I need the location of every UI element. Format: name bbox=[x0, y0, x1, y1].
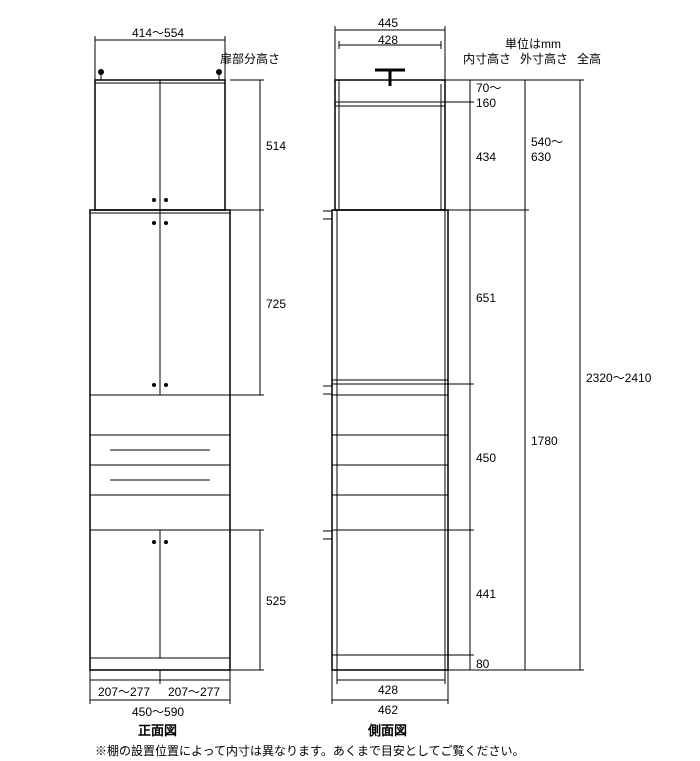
inner-height-label: 内寸高さ bbox=[463, 50, 511, 67]
side-inner-5: 441 bbox=[476, 587, 496, 601]
note: ※棚の設置位置によって内寸は異なります。あくまで目安としてご覧ください。 bbox=[95, 742, 524, 759]
side-inner-1: 70～ 160 bbox=[476, 79, 501, 110]
total-height-label: 全高 bbox=[577, 50, 601, 67]
side-inner-6: 80 bbox=[476, 657, 489, 671]
front-bottom-right: 207～277 bbox=[168, 683, 220, 700]
side-top-outer: 445 bbox=[378, 16, 398, 30]
front-door-mid: 725 bbox=[266, 297, 286, 311]
side-outer-lower: 1780 bbox=[531, 434, 558, 448]
door-height-label: 扉部分高さ bbox=[220, 50, 280, 67]
side-inner-4: 450 bbox=[476, 451, 496, 465]
front-door-upper: 514 bbox=[266, 139, 286, 153]
outer-height-label: 外寸高さ bbox=[520, 50, 568, 67]
side-inner-2: 434 bbox=[476, 150, 496, 164]
side-total: 2320～2410 bbox=[586, 369, 651, 386]
front-top-width: 414～554 bbox=[132, 24, 184, 41]
front-title: 正面図 bbox=[138, 720, 177, 739]
front-door-lower: 525 bbox=[266, 594, 286, 608]
side-outer-upper: 540～ 630 bbox=[531, 133, 563, 164]
side-inner-3: 651 bbox=[476, 291, 496, 305]
side-title: 側面図 bbox=[368, 720, 407, 739]
side-bottom-outer: 462 bbox=[378, 703, 398, 717]
front-bottom-left: 207～277 bbox=[98, 683, 150, 700]
side-top-inner: 428 bbox=[378, 33, 398, 47]
front-bottom-width: 450～590 bbox=[132, 703, 184, 720]
side-bottom-inner: 428 bbox=[378, 683, 398, 697]
